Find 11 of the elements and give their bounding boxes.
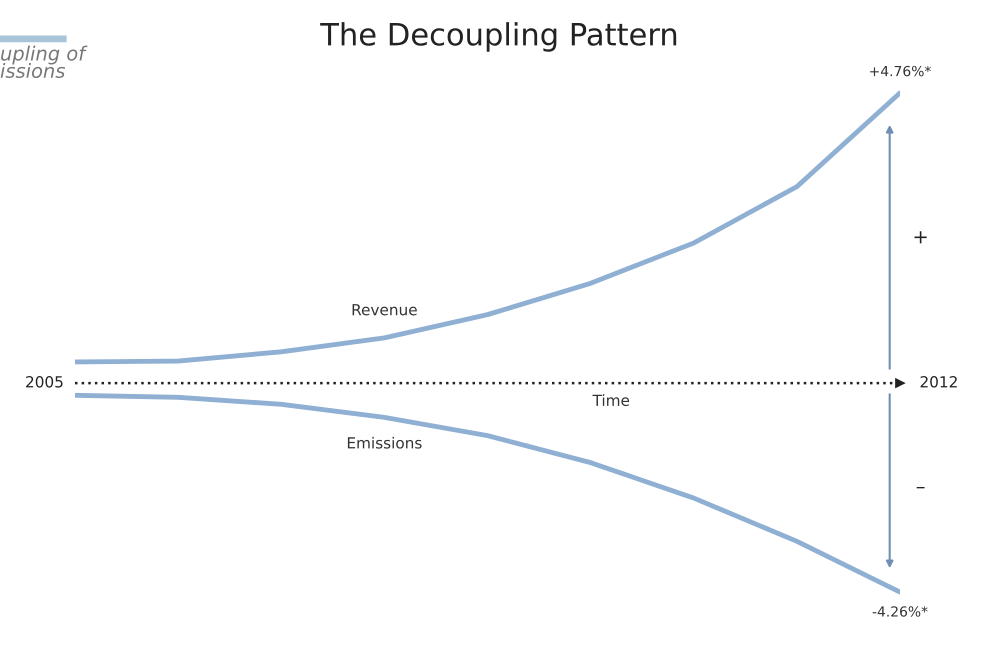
series-label: Emissions <box>348 436 422 449</box>
text: – <box>916 486 925 488</box>
text: + <box>914 231 927 244</box>
text: +4.76%* <box>870 66 931 76</box>
text: 2005 <box>26 376 63 388</box>
text: -4.26%* <box>872 606 928 617</box>
text: 2012 <box>920 376 957 388</box>
text: upling of issions <box>0 46 88 78</box>
chart-title: The Decoupling Pattern <box>320 22 676 52</box>
x-axis-title: Time <box>592 394 630 406</box>
series-label: Revenue <box>352 304 417 316</box>
